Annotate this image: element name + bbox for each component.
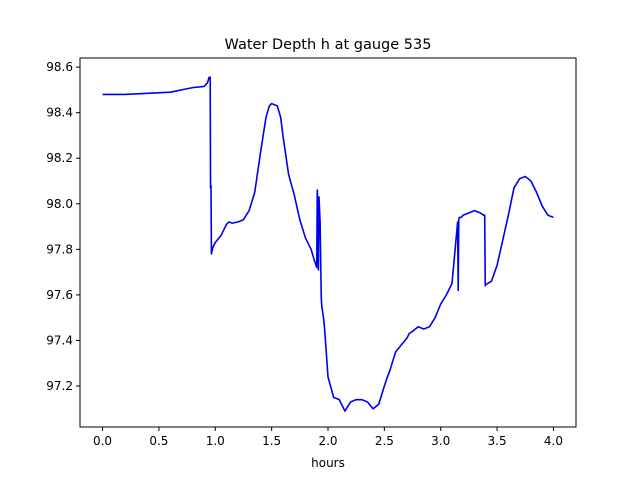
x-tick-label: 4.0 [544, 434, 563, 448]
y-axis-ticks: 97.2 97.4 97.6 97.8 98.0 98.2 98.4 98.6 [46, 60, 80, 393]
y-tick-label: 98.2 [46, 151, 73, 165]
x-tick-label: 3.5 [488, 434, 507, 448]
x-tick-label: 1.0 [206, 434, 225, 448]
series-layer [102, 76, 554, 412]
x-tick-label: 2.0 [318, 434, 337, 448]
x-axis-label: hours [311, 456, 345, 470]
y-tick-label: 98.0 [46, 197, 73, 211]
x-tick-label: 0.0 [93, 434, 112, 448]
plot-frame [79, 57, 577, 428]
x-axis-ticks: 0.0 0.5 1.0 1.5 2.0 2.5 3.0 3.5 4.0 [93, 427, 563, 448]
y-tick-label: 98.6 [46, 60, 73, 74]
x-tick-label: 3.0 [431, 434, 450, 448]
series-line-0 [102, 76, 554, 412]
y-tick-label: 97.6 [46, 288, 73, 302]
y-tick-label: 97.8 [46, 242, 73, 256]
x-tick-label: 0.5 [149, 434, 168, 448]
x-tick-label: 2.5 [375, 434, 394, 448]
chart-title: Water Depth h at gauge 535 [225, 37, 432, 53]
plot-background [80, 58, 576, 427]
y-tick-label: 98.4 [46, 106, 73, 120]
y-tick-label: 97.4 [46, 333, 73, 347]
y-tick-label: 97.2 [46, 379, 73, 393]
x-tick-label: 1.5 [262, 434, 281, 448]
